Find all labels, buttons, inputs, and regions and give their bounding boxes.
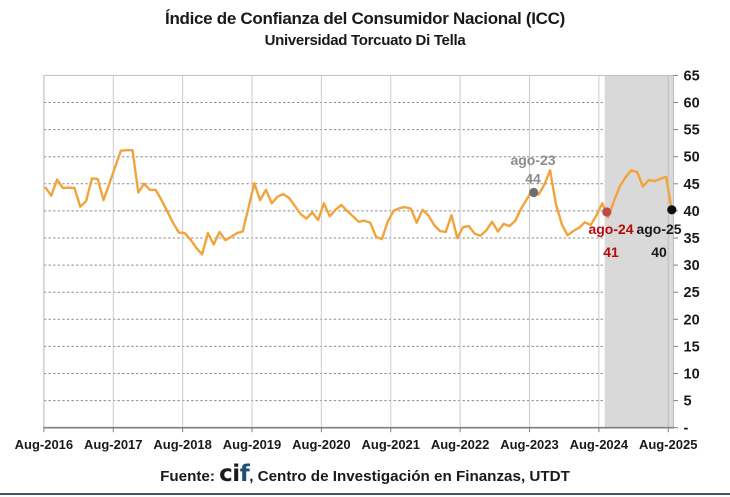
y-axis-label: 55 (684, 123, 700, 139)
y-axis-label: 50 (684, 150, 700, 166)
source-note: Fuente: cif, Centro de Investigación en … (0, 461, 730, 487)
annotation-label-ago-24: ago-24 (588, 221, 633, 237)
y-axis-label: 40 (684, 204, 700, 220)
chart-subtitle: Universidad Torcuato Di Tella (264, 32, 466, 49)
annotation-label-ago-25: ago-25 (636, 221, 681, 237)
y-axis-label: 25 (684, 285, 700, 301)
annotation-value-ago-24: 41 (603, 244, 619, 260)
y-axis-label: 15 (684, 339, 700, 355)
y-axis-label: 20 (684, 312, 700, 328)
x-axis-label: Aug-2019 (223, 437, 282, 452)
y-axis-label: 10 (684, 367, 700, 383)
annotation-value-ago-23: 44 (525, 171, 541, 187)
x-axis-label: Aug-2025 (639, 437, 698, 452)
x-axis-label: Aug-2022 (431, 437, 490, 452)
chart-title: Índice de Confianza del Consumidor Nacio… (165, 9, 565, 28)
y-axis-label: 60 (684, 96, 700, 112)
x-axis-label: Aug-2017 (84, 437, 143, 452)
source-prefix: Fuente: (160, 468, 220, 485)
x-axis-label: Aug-2021 (361, 437, 420, 452)
annotation-label-ago-23: ago-23 (510, 152, 555, 168)
y-axis-label: 65 (684, 68, 700, 84)
annotation-dot-ago-24 (602, 207, 612, 217)
annotation-dot-ago-25 (667, 205, 677, 215)
x-axis-label: Aug-2016 (15, 437, 74, 452)
x-axis-label: Aug-2020 (292, 437, 351, 452)
y-axis-label: - (684, 421, 689, 437)
source-text: , Centro de Investigación en Finanzas, U… (249, 468, 570, 485)
x-axis-label: Aug-2023 (500, 437, 559, 452)
x-axis-label: Aug-2024 (570, 437, 629, 452)
highlight-band (604, 75, 674, 428)
bottom-divider-line (0, 493, 730, 496)
y-axis-label: 35 (684, 231, 700, 247)
y-axis-label: 30 (684, 258, 700, 274)
y-axis-label: 5 (684, 394, 692, 410)
cif-logo: ci (219, 461, 240, 487)
y-axis-label: 45 (684, 177, 700, 193)
annotation-dot-ago-23 (529, 187, 539, 198)
cif-logo-f: f (239, 461, 250, 487)
plot-border (43, 74, 674, 429)
icc-data-line (44, 148, 674, 256)
annotation-value-ago-25: 40 (651, 244, 667, 260)
x-axis-label: Aug-2018 (153, 437, 212, 452)
